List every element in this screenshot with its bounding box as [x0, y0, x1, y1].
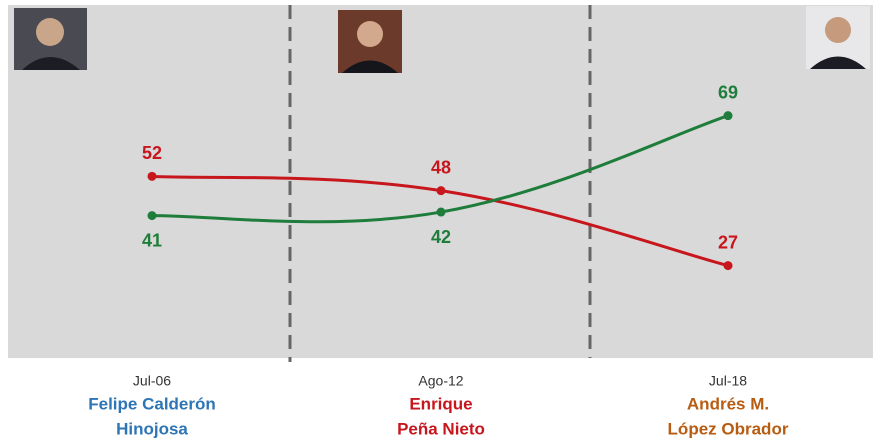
data-point [723, 261, 733, 271]
president-name: Andrés M. [687, 394, 769, 413]
president-name: Felipe Calderón [88, 394, 216, 413]
data-label: 52 [142, 143, 162, 163]
x-tick-label: Ago-12 [418, 373, 463, 389]
data-label: 42 [431, 227, 451, 247]
data-point [723, 111, 733, 121]
photo [806, 6, 870, 69]
x-tick-label: Jul-18 [709, 373, 747, 389]
data-point [147, 211, 157, 221]
data-label: 69 [718, 82, 738, 102]
data-label: 27 [718, 232, 738, 252]
x-tick-label: Jul-06 [133, 373, 171, 389]
photo [338, 10, 402, 73]
photo [14, 8, 87, 70]
data-point [436, 186, 446, 196]
data-point [147, 171, 157, 181]
data-point [436, 207, 446, 217]
president-name: Enrique [409, 394, 472, 413]
data-label: 48 [431, 157, 451, 177]
president-name: Hinojosa [116, 419, 188, 438]
president-name: López Obrador [668, 419, 789, 438]
president-name: Peña Nieto [397, 419, 485, 438]
data-label: 41 [142, 230, 162, 250]
plot-background [8, 5, 873, 358]
